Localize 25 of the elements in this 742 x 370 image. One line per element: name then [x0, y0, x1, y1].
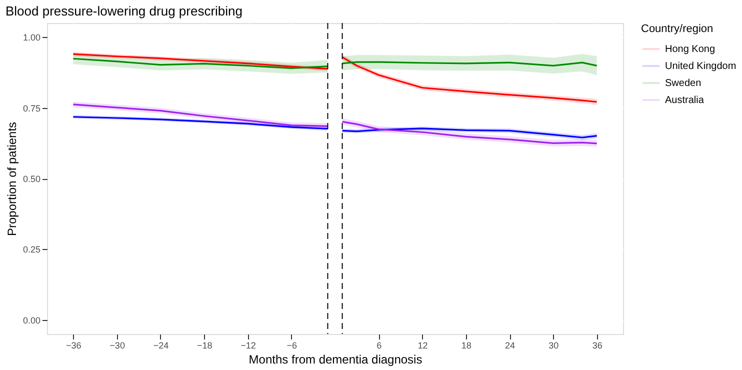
x-tick-label: 30	[548, 340, 559, 350]
legend-label: Australia	[665, 95, 704, 106]
x-tick-label: −6	[286, 340, 297, 350]
legend-label: United Kingdom	[665, 61, 736, 72]
y-tick-label: 0.25	[22, 244, 40, 255]
x-tick-label: 12	[418, 340, 428, 350]
x-tick-label: −36	[66, 340, 82, 350]
x-tick-label: 36	[592, 340, 602, 350]
y-tick-label: 0.50	[22, 174, 40, 184]
x-tick-label: −30	[110, 340, 125, 350]
x-tick-label: −12	[240, 340, 256, 350]
legend-title: Country/region	[641, 23, 714, 35]
y-tick-label: 0.00	[22, 315, 40, 326]
legend-label: Hong Kong	[665, 44, 716, 55]
y-tick-label: 0.75	[22, 103, 40, 114]
legend-label: Sweden	[665, 78, 702, 89]
x-tick-label: −18	[196, 340, 212, 350]
x-tick-label: −24	[153, 340, 169, 350]
y-tick-label: 1.00	[22, 32, 40, 43]
x-tick-label: 18	[461, 340, 472, 350]
x-tick-label: 24	[505, 340, 516, 350]
chart-title: Blood pressure-lowering drug prescribing	[5, 4, 242, 18]
x-tick-label: 6	[376, 340, 382, 350]
x-axis-title: Months from dementia diagnosis	[248, 352, 422, 366]
y-axis-title: Proportion of patients	[4, 122, 19, 236]
